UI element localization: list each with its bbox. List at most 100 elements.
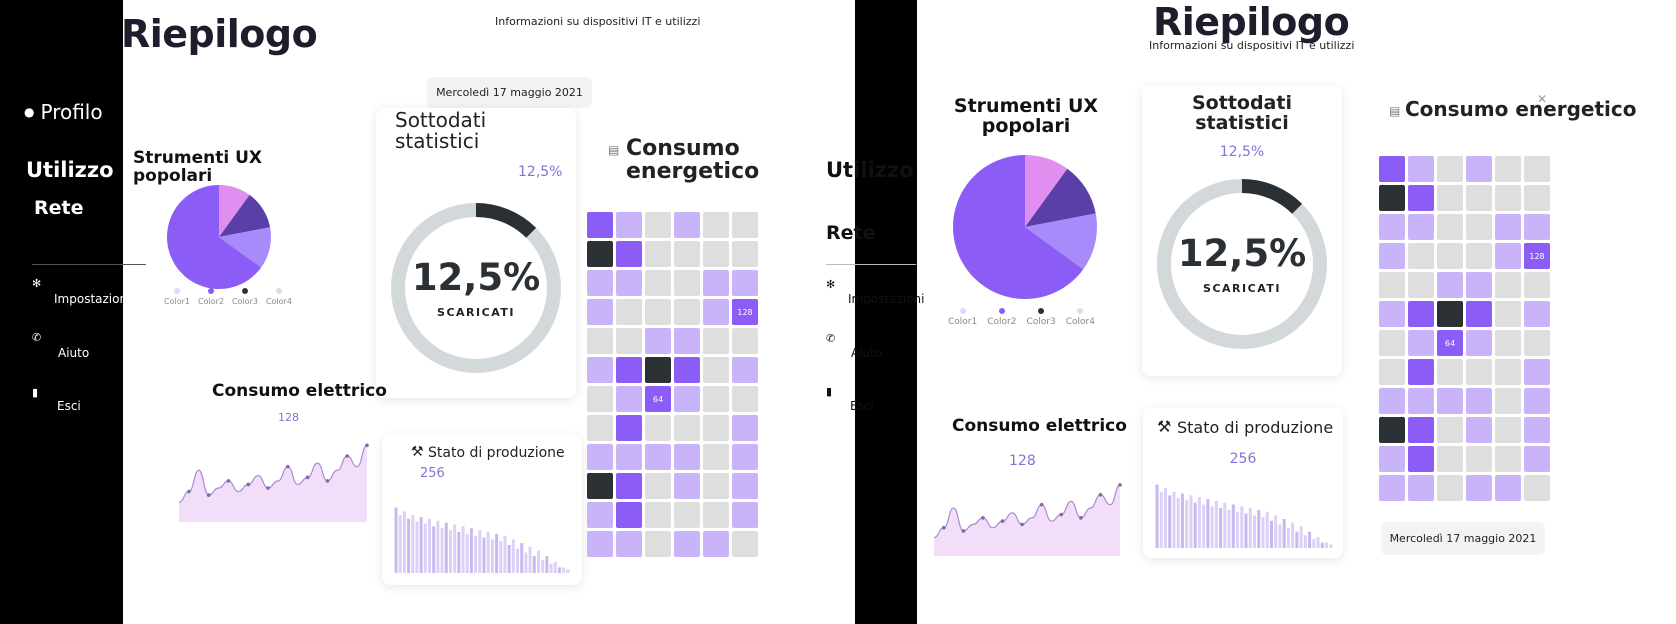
heatmap-cell <box>645 502 671 528</box>
heatmap-cell <box>1466 156 1492 182</box>
donut-center-value: 12,5% <box>411 256 541 299</box>
sidebar-item-aiuto[interactable]: Aiuto <box>851 346 883 360</box>
sidebar-item-rete[interactable]: Rete <box>34 197 84 219</box>
bar-15 <box>1214 500 1218 548</box>
bar-29 <box>511 539 515 573</box>
sidebar-item-impostazioni[interactable]: Impostazioni <box>848 292 925 306</box>
pie-slice-color1 <box>1025 155 1068 227</box>
area-point <box>1079 516 1083 520</box>
heatmap-cell <box>616 299 642 325</box>
folder-icon: ▤ <box>608 143 620 157</box>
exit-icon: ▮ <box>32 386 39 399</box>
heatmap-cell <box>1379 185 1405 211</box>
heatmap-cell <box>674 212 700 238</box>
heatmap-cell <box>1466 214 1492 240</box>
bar-8 <box>423 523 427 573</box>
bar-31 <box>1282 518 1286 548</box>
phone-icon: ✆ <box>32 331 42 344</box>
donut-progress-arc <box>1241 179 1303 214</box>
heatmap-cell <box>587 212 613 238</box>
heatmap-cell <box>1495 272 1521 298</box>
bar-41 <box>562 567 566 573</box>
heatmap-cell <box>1408 185 1434 211</box>
area-point <box>325 479 330 483</box>
donut-center-label: SCARICATI <box>1203 282 1281 295</box>
heatmap-cell <box>1466 185 1492 211</box>
sidebar-item-profile[interactable]: ● Profilo <box>24 100 103 124</box>
heatmap-cell <box>1495 330 1521 356</box>
area-fill <box>934 484 1120 556</box>
heatmap-cell <box>732 241 758 267</box>
sidebar-item-rete[interactable]: Rete <box>826 222 876 244</box>
gear-icon: ✻ <box>32 277 42 290</box>
bar-25 <box>1257 509 1261 548</box>
heatmap-cell <box>645 444 671 470</box>
heatmap-cell <box>1408 243 1434 269</box>
sidebar-item-impostazioni[interactable]: Impostazioni <box>54 292 131 306</box>
heatmap-cell <box>616 531 642 557</box>
production-card-title: Stato di produzione <box>1177 418 1334 437</box>
bar-21 <box>1240 506 1244 548</box>
area-point <box>365 443 369 448</box>
sidebar-item-esci[interactable]: Esci <box>850 399 874 413</box>
heatmap-cell <box>645 531 671 557</box>
electric-card-value: 128 <box>278 411 299 424</box>
heatmap-cell <box>1466 388 1492 414</box>
bar-10 <box>1193 502 1197 548</box>
sidebar-divider <box>32 264 146 265</box>
bar-2 <box>398 515 402 573</box>
heatmap-cell <box>703 531 729 557</box>
heatmap-cell-label: 64 <box>1437 330 1463 356</box>
heatmap-cell <box>587 473 613 499</box>
heatmap-cell <box>616 212 642 238</box>
heatmap-cell <box>674 502 700 528</box>
close-icon[interactable]: ✕ <box>1537 92 1548 106</box>
bar-8 <box>1185 499 1189 548</box>
heatmap-cell <box>1437 214 1463 240</box>
bar-1 <box>1155 484 1159 548</box>
bar-26 <box>1261 517 1265 548</box>
sidebar-item-utilizzo[interactable]: Utilizzo <box>826 158 914 182</box>
heatmap-cell <box>1466 243 1492 269</box>
production-card-value: 256 <box>420 466 445 481</box>
bar-5 <box>1172 491 1176 548</box>
heatmap-cell <box>1495 417 1521 443</box>
heatmap-cell <box>1408 272 1434 298</box>
heatmap-cell <box>587 444 613 470</box>
heatmap-cell <box>616 386 642 412</box>
sidebar-item-esci[interactable]: Esci <box>57 399 81 413</box>
heatmap-cell <box>1379 243 1405 269</box>
bar-33 <box>528 546 532 573</box>
bar-40 <box>1320 542 1324 548</box>
sidebar-item-profile[interactable]: ● Profilo <box>933 98 1012 122</box>
heatmap-cell-label: 128 <box>732 299 758 325</box>
heatmap-cell <box>1379 330 1405 356</box>
heatmap-cell <box>645 241 671 267</box>
donut-chart <box>391 203 561 373</box>
heatmap-cell <box>1408 475 1434 501</box>
sidebar: ● Profilo Utilizzo Rete ✻ Impostazioni ✆… <box>0 0 146 624</box>
heatmap-cell <box>703 444 729 470</box>
heatmap-cell <box>1495 156 1521 182</box>
heatmap-cell <box>616 270 642 296</box>
pie-chart <box>953 155 1097 299</box>
heatmap-cell <box>587 241 613 267</box>
heatmap-cell <box>674 270 700 296</box>
area-point <box>1118 483 1122 487</box>
heatmap-cell <box>1437 243 1463 269</box>
donut-chart <box>1157 179 1327 349</box>
bar-22 <box>482 537 486 573</box>
sidebar-item-utilizzo[interactable]: Utilizzo <box>26 158 114 182</box>
sidebar-divider <box>826 264 916 265</box>
heatmap-cell <box>1408 301 1434 327</box>
heatmap-cell <box>703 212 729 238</box>
bar-23 <box>1248 508 1252 548</box>
heatmap-cell <box>1379 214 1405 240</box>
legend-item-1: Color1 <box>164 288 190 306</box>
heatmap-cell <box>1495 359 1521 385</box>
bar-40 <box>557 567 561 573</box>
sidebar-item-aiuto[interactable]: Aiuto <box>58 346 90 360</box>
bar-18 <box>465 533 469 573</box>
area-point <box>226 479 231 483</box>
bar-16 <box>1219 508 1223 548</box>
